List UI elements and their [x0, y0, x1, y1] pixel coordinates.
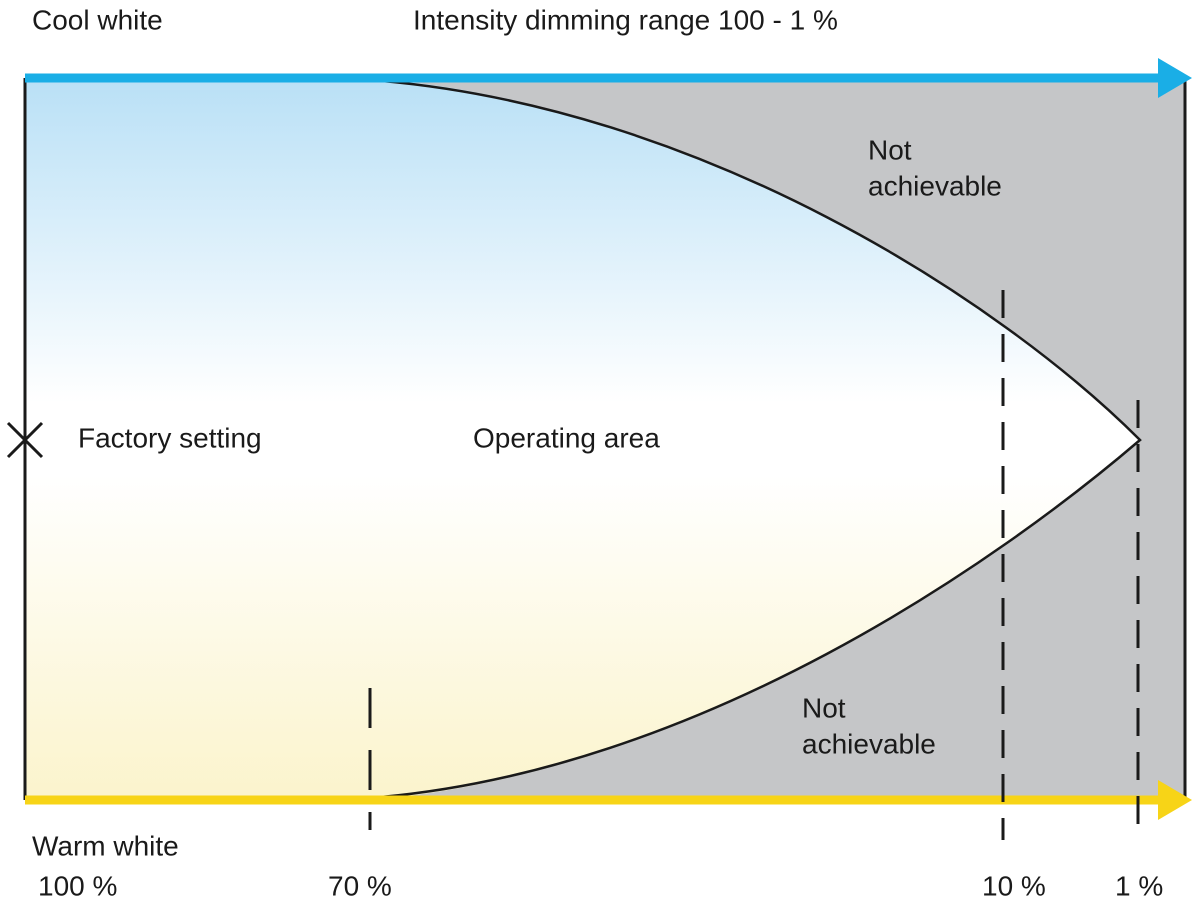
operating-label: Operating area — [473, 422, 660, 453]
factory-mark — [6, 421, 44, 459]
intensity-label: 70 % — [328, 870, 392, 901]
intensity-label: 100 % — [38, 870, 117, 901]
region-label: Not — [868, 134, 912, 165]
warm-arrowhead — [1158, 780, 1192, 820]
cool-arrowhead — [1158, 58, 1192, 98]
factory-label: Factory setting — [78, 422, 262, 453]
intensity-label: 10 % — [982, 870, 1046, 901]
region-label: achievable — [868, 170, 1002, 201]
boundary-curve — [369, 78, 1142, 800]
warm-white-label: Warm white — [32, 830, 179, 861]
region-label: achievable — [802, 728, 936, 759]
operating-area — [25, 78, 1140, 800]
intensity-label: 1 % — [1115, 870, 1163, 901]
title: Intensity dimming range 100 - 1 % — [413, 4, 838, 35]
region-label: Not — [802, 692, 846, 723]
cool-white-label: Cool white — [32, 4, 163, 35]
